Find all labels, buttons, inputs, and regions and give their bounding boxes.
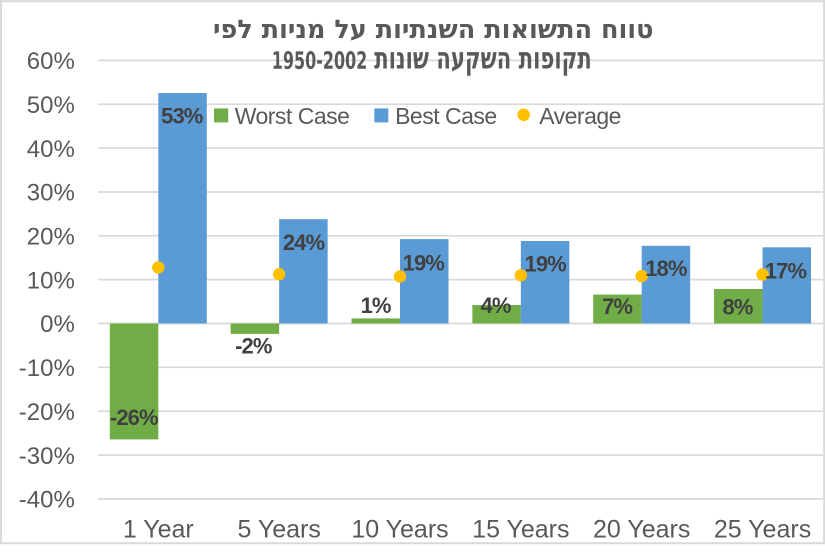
svg-text:-26%: -26% xyxy=(110,405,158,430)
svg-text:19%: 19% xyxy=(403,250,445,275)
svg-text:8%: 8% xyxy=(723,295,753,320)
svg-text:-40%: -40% xyxy=(19,487,75,514)
svg-text:1%: 1% xyxy=(361,293,391,318)
svg-text:-20%: -20% xyxy=(19,399,75,426)
svg-text:40%: 40% xyxy=(27,136,75,163)
svg-text:20%: 20% xyxy=(27,224,75,251)
svg-text:24%: 24% xyxy=(283,230,325,255)
svg-text:5 Years: 5 Years xyxy=(237,516,320,544)
svg-text:25 Years: 25 Years xyxy=(714,516,811,544)
svg-text:1 Year: 1 Year xyxy=(123,516,194,544)
svg-text:-10%: -10% xyxy=(19,355,75,382)
svg-text:-30%: -30% xyxy=(19,443,75,470)
svg-text:50%: 50% xyxy=(27,92,75,119)
svg-text:17%: 17% xyxy=(765,259,807,284)
svg-text:Worst Case: Worst Case xyxy=(235,103,350,129)
svg-text:Best Case: Best Case xyxy=(395,103,497,129)
svg-text:7%: 7% xyxy=(602,294,632,319)
svg-text:19%: 19% xyxy=(525,252,567,277)
svg-text:53%: 53% xyxy=(161,104,203,129)
svg-text:10 Years: 10 Years xyxy=(351,516,448,544)
svg-text:18%: 18% xyxy=(645,256,687,281)
svg-text:15 Years: 15 Years xyxy=(472,516,569,544)
svg-text:60%: 60% xyxy=(27,48,75,75)
svg-text:10%: 10% xyxy=(27,267,75,294)
svg-text:30%: 30% xyxy=(27,180,75,207)
svg-text:0%: 0% xyxy=(40,311,75,338)
svg-text:Average: Average xyxy=(539,103,621,129)
svg-text:-2%: -2% xyxy=(235,334,272,359)
svg-text:4%: 4% xyxy=(481,293,511,318)
svg-text:20 Years: 20 Years xyxy=(593,516,690,544)
